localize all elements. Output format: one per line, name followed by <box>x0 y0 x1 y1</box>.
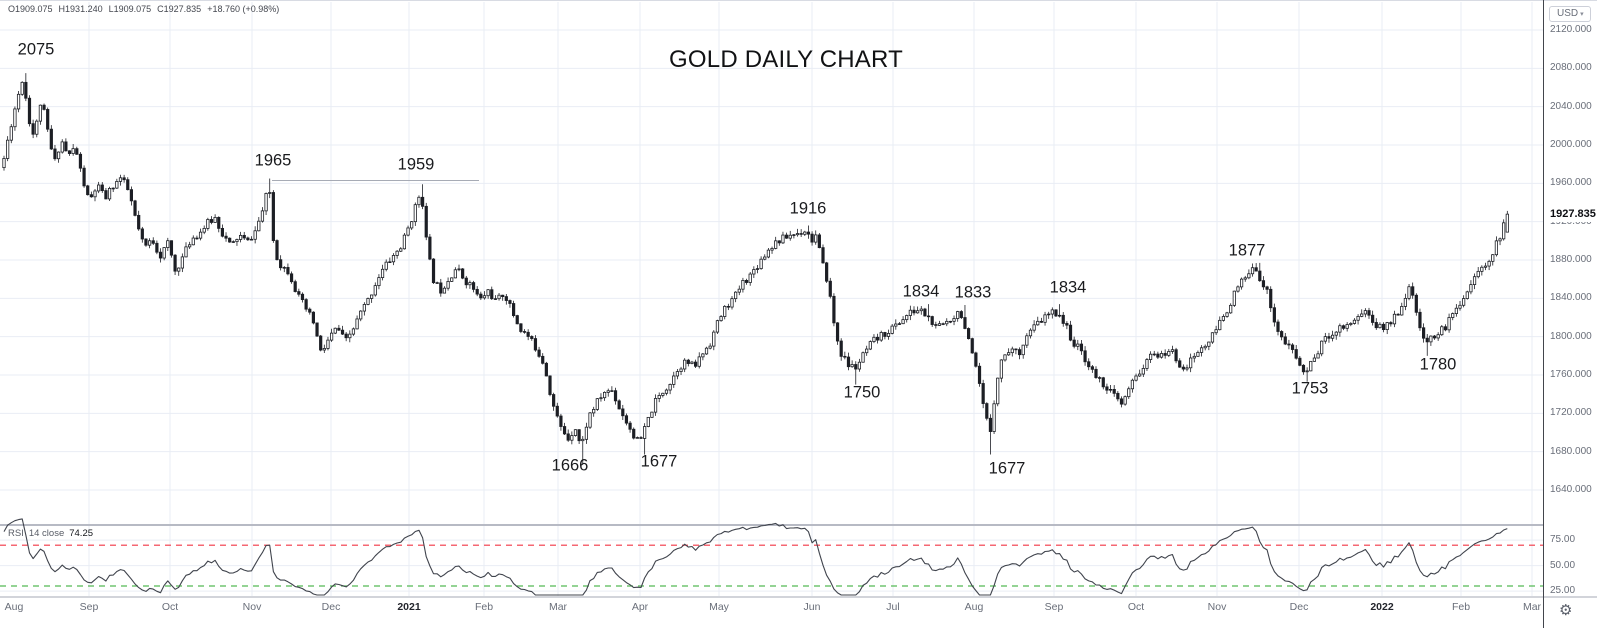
currency-label: USD <box>1557 8 1579 19</box>
time-axis-label-apr[interactable]: Apr <box>631 601 649 613</box>
time-axis-label-2021[interactable]: 2021 <box>397 601 421 613</box>
price-level-annotation[interactable]: 1780 <box>1419 355 1457 374</box>
rsi-line[interactable] <box>3 518 1508 596</box>
price-level-annotation[interactable]: 2075 <box>17 40 55 59</box>
price-level-annotation[interactable]: 1916 <box>789 199 827 218</box>
price-tick-label: 1880.000 <box>1550 254 1592 265</box>
price-tick-label: 2120.000 <box>1550 24 1592 35</box>
price-level-annotation[interactable]: 1834 <box>1049 278 1087 297</box>
time-axis-label-jul[interactable]: Jul <box>886 601 900 613</box>
price-level-annotation[interactable]: 1965 <box>254 151 292 170</box>
price-level-annotation[interactable]: 1666 <box>551 456 589 475</box>
price-tick-label: 1760.000 <box>1550 369 1592 380</box>
time-axis-label-jun[interactable]: Jun <box>803 601 821 613</box>
time-axis-label-dec[interactable]: Dec <box>1289 601 1309 613</box>
rsi-legend: RSI 14 close 74.25 <box>8 528 98 539</box>
legend-open: O1909.075 <box>8 4 53 14</box>
rsi-value: 74.25 <box>69 528 94 539</box>
rsi-indicator-name: RSI <box>8 528 24 539</box>
rsi-params: 14 close <box>28 528 65 539</box>
price-level-annotation[interactable]: 1750 <box>843 383 881 402</box>
settings-gear-icon[interactable]: ⚙ <box>1559 602 1573 619</box>
price-tick-label: 2040.000 <box>1550 100 1592 112</box>
price-level-annotation[interactable]: 1833 <box>954 283 992 302</box>
time-axis-label-sep[interactable]: Sep <box>1044 601 1064 613</box>
rsi-tick-label: 75.00 <box>1550 534 1576 546</box>
time-axis-label-2022[interactable]: 2022 <box>1370 601 1394 613</box>
time-axis-label-oct[interactable]: Oct <box>1127 601 1145 613</box>
time-axis-label-feb[interactable]: Feb <box>1451 601 1471 613</box>
time-axis-label-mar[interactable]: Mar <box>548 601 568 613</box>
gridlines <box>0 2 1543 596</box>
price-level-annotation[interactable]: 1877 <box>1228 241 1266 260</box>
time-axis-label-aug[interactable]: Aug <box>4 601 24 613</box>
time-axis-label-aug[interactable]: Aug <box>964 601 984 613</box>
price-tick-label: 2000.000 <box>1550 139 1592 150</box>
current-price-label: 1927.835 <box>1544 206 1597 222</box>
price-tick-label: 1840.000 <box>1550 292 1592 304</box>
time-axis-label-dec[interactable]: Dec <box>321 601 341 613</box>
rsi-tick-label: 25.00 <box>1550 585 1576 597</box>
legend-close: C1927.835 <box>157 4 202 14</box>
ohlc-legend: O1909.075 H1931.240 L1909.075 C1927.835 +18.… <box>8 4 285 14</box>
legend-low: L1909.075 <box>108 4 152 14</box>
price-level-annotation[interactable]: 1834 <box>902 282 940 301</box>
time-axis-label-feb[interactable]: Feb <box>474 601 494 613</box>
price-tick-label: 1640.000 <box>1550 484 1592 495</box>
time-axis-label-mar[interactable]: Mar <box>1522 601 1542 613</box>
currency-dropdown[interactable]: USD ▾ <box>1549 6 1591 22</box>
price-level-annotation[interactable]: 1677 <box>640 452 678 471</box>
time-axis-label-may[interactable]: May <box>709 601 729 613</box>
time-axis-label-nov[interactable]: Nov <box>1207 601 1227 613</box>
price-tick-label: 1800.000 <box>1550 330 1592 342</box>
caret-down-icon: ▾ <box>1580 11 1584 18</box>
price-tick-label: 1680.000 <box>1550 445 1592 457</box>
price-tick-label: 1720.000 <box>1550 407 1592 419</box>
price-level-annotation[interactable]: 1959 <box>397 155 435 174</box>
price-level-annotation[interactable]: 1677 <box>988 459 1026 478</box>
rsi-tick-label: 50.00 <box>1550 559 1576 571</box>
time-axis[interactable]: Aug Sep Oct Nov Dec 2021 Feb Mar Apr May Jun Jul Aug… <box>0 597 1543 628</box>
legend-high: H1931.240 <box>58 4 103 14</box>
time-axis-label-nov[interactable]: Nov <box>242 601 262 613</box>
price-tick-label: 1960.000 <box>1550 177 1592 189</box>
chart-title-annotation[interactable]: GOLD DAILY CHART <box>669 46 903 73</box>
price-tick-label: 2080.000 <box>1550 62 1592 74</box>
time-axis-label-oct[interactable]: Oct <box>161 601 179 613</box>
candlestick-series[interactable] <box>2 73 1509 466</box>
time-axis-label-sep[interactable]: Sep <box>79 601 99 613</box>
price-level-annotation[interactable]: 1753 <box>1291 379 1329 398</box>
legend-change: +18.760 (+0.98%) <box>207 4 280 14</box>
